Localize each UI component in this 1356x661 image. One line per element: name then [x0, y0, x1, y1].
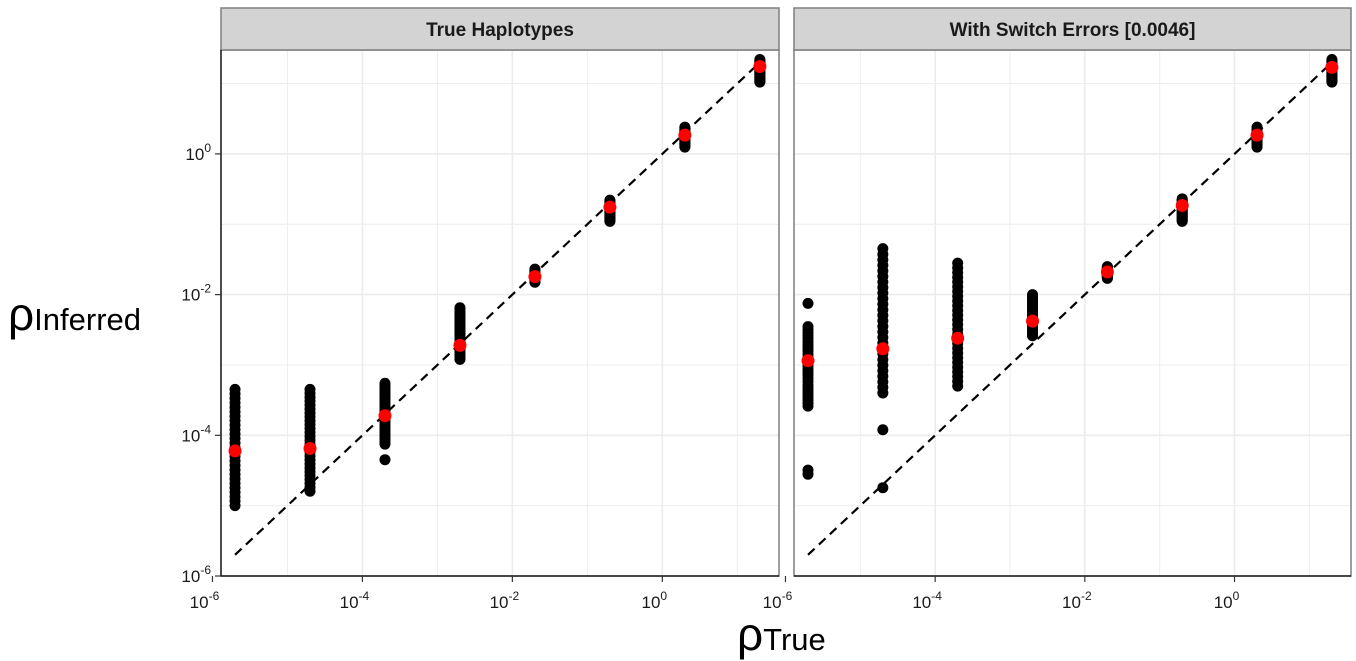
mean-point: [378, 409, 392, 423]
x-axis-title-subscript: True: [763, 622, 826, 657]
x-tick-label: 10-2: [1062, 589, 1092, 612]
facet-panel-1: True Haplotypes 10-6 10-4 10-2 100 10-6 10-4 10…: [181, 7, 780, 612]
y-tick-label: 10-2: [181, 282, 211, 305]
mean-point: [228, 444, 242, 458]
facet-strip: [793, 7, 1352, 51]
mean-point: [603, 200, 617, 214]
panel-background: [221, 50, 779, 576]
data-point-outlier: [877, 482, 889, 494]
x-axis-title-symbol: ρ: [737, 608, 763, 660]
mean-point: [753, 59, 767, 73]
x-tick-label: 10-4: [340, 589, 370, 612]
data-point: [802, 321, 814, 333]
y-tick-label: 100: [185, 141, 211, 164]
y-axis-title-symbol: ρ: [8, 288, 34, 340]
mean-point: [1100, 265, 1114, 279]
panels-layer: True Haplotypes 10-6 10-4 10-2 100 10-6 10-4 10…: [181, 7, 1352, 612]
y-axis-title: ρInferred: [8, 288, 141, 340]
data-point: [454, 302, 466, 314]
data-point-outlier: [802, 297, 814, 309]
data-point-outlier: [379, 454, 391, 466]
data-point: [304, 383, 316, 395]
data-point: [229, 383, 241, 395]
data-point: [877, 243, 889, 255]
mean-point: [876, 342, 890, 356]
mean-point: [453, 338, 467, 352]
mean-point: [801, 354, 815, 368]
mean-point: [951, 331, 965, 345]
data-point-outlier: [802, 468, 814, 480]
x-tick-label: 10-2: [490, 589, 520, 612]
data-point-outlier: [877, 424, 889, 436]
x-tick-label: 100: [642, 589, 668, 612]
x-tick-label: 10-6: [190, 589, 220, 612]
y-axis-title-subscript: Inferred: [34, 302, 141, 337]
mean-point: [528, 270, 542, 284]
mean-point: [303, 441, 317, 455]
mean-point: [678, 128, 692, 142]
facet-strip: [220, 7, 780, 51]
x-tick-label: 10-6: [763, 589, 793, 612]
facet-strip-title: With Switch Errors [0.0046]: [950, 20, 1196, 41]
mean-point: [1250, 128, 1264, 142]
mean-point: [1175, 198, 1189, 212]
mean-point: [1026, 314, 1040, 328]
x-axis-title: ρTrue: [737, 608, 826, 660]
facet-strip-title: True Haplotypes: [426, 20, 574, 41]
y-tick-label: 10-4: [181, 422, 211, 445]
y-tick-label: 10-6: [181, 563, 211, 586]
data-point: [379, 377, 391, 389]
data-point: [952, 257, 964, 269]
mean-point: [1325, 60, 1339, 74]
data-point: [1027, 289, 1039, 301]
panel-background: [794, 50, 1351, 576]
facet-panel-2: With Switch Errors [0.0046] 10-6 10-4 10-2 1…: [763, 7, 1352, 612]
x-tick-label: 10-4: [912, 589, 942, 612]
x-tick-label: 100: [1214, 589, 1240, 612]
